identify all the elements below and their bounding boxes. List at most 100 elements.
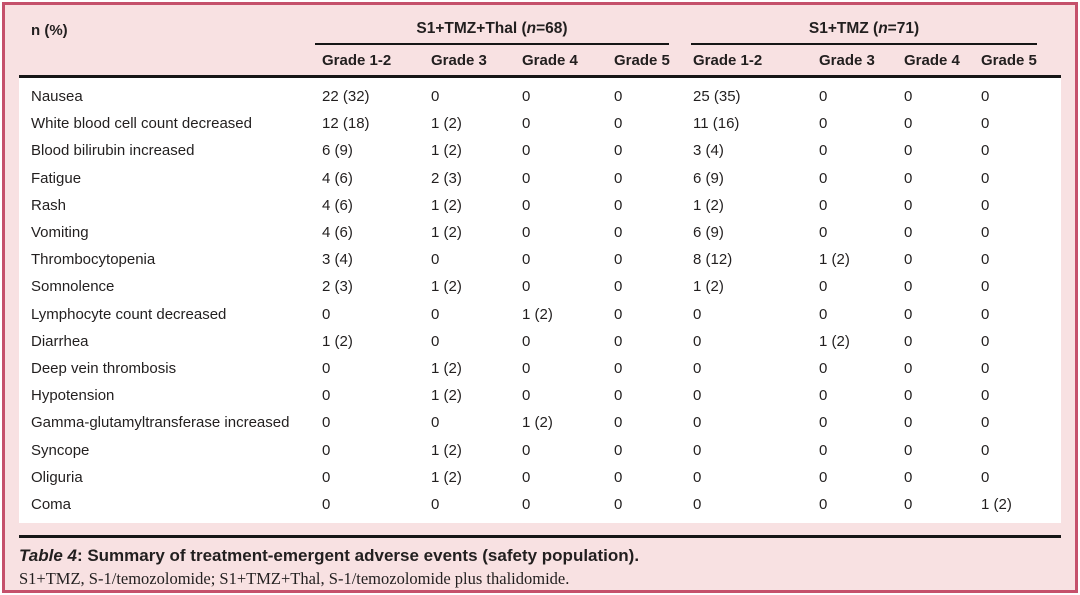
cell-value: 0 [322, 468, 331, 486]
cell-value: 0 [614, 169, 623, 187]
cell-value: 0 [904, 495, 913, 513]
table-row: White blood cell count decreased 12 (18) 1… [19, 110, 1061, 137]
table-row: Blood bilirubin increased 6 (9) 1 (2) 0 0 3 (… [19, 137, 1061, 164]
cell-value: 0 [693, 414, 702, 432]
caption-title-text: : Summary of treatment-emergent adverse … [76, 546, 640, 565]
cell-value: 0 [614, 495, 623, 513]
cell-value: 1 (2) [522, 305, 553, 323]
cell-value: 4 (6) [322, 224, 353, 242]
row-label: Nausea [31, 88, 83, 106]
cell-value: 0 [981, 115, 990, 133]
cell-value: 0 [981, 441, 990, 459]
cell-value: 0 [904, 414, 913, 432]
cell-value: 0 [904, 224, 913, 242]
grade-header: Grade 4 [522, 51, 578, 69]
cell-value: 0 [904, 441, 913, 459]
group-label-suffix: =68) [536, 20, 568, 37]
cell-value: 0 [904, 305, 913, 323]
cell-value: 0 [693, 387, 702, 405]
table-row: Rash 4 (6) 1 (2) 0 0 1 (2) 0 0 0 [19, 192, 1061, 219]
cell-value: 0 [522, 115, 531, 133]
cell-value: 0 [322, 414, 331, 432]
cell-value: 0 [904, 196, 913, 214]
grade-header: Grade 4 [904, 51, 960, 69]
table-row: Vomiting 4 (6) 1 (2) 0 0 6 (9) 0 0 0 [19, 219, 1061, 246]
table-row: Oliguria 0 1 (2) 0 0 0 0 0 0 [19, 464, 1061, 491]
cell-value: 0 [981, 414, 990, 432]
cell-value: 0 [819, 414, 828, 432]
table-row: Somnolence 2 (3) 1 (2) 0 0 1 (2) 0 0 0 [19, 273, 1061, 300]
table-row: Syncope 0 1 (2) 0 0 0 0 0 0 [19, 436, 1061, 463]
table-row: Diarrhea 1 (2) 0 0 0 0 1 (2) 0 0 [19, 328, 1061, 355]
cell-value: 0 [904, 468, 913, 486]
row-label: Diarrhea [31, 332, 89, 350]
cell-value: 3 (4) [693, 142, 724, 160]
cell-value: 0 [819, 169, 828, 187]
cell-value: 0 [522, 169, 531, 187]
cell-value: 1 (2) [693, 196, 724, 214]
cell-value: 2 (3) [322, 278, 353, 296]
cell-value: 0 [904, 387, 913, 405]
cell-value: 0 [614, 332, 623, 350]
cell-value: 0 [431, 332, 440, 350]
cell-value: 0 [819, 278, 828, 296]
cell-value: 0 [522, 468, 531, 486]
cell-value: 0 [322, 495, 331, 513]
cell-value: 0 [693, 332, 702, 350]
row-label: Blood bilirubin increased [31, 142, 195, 160]
cell-value: 0 [522, 142, 531, 160]
cell-value: 0 [904, 332, 913, 350]
cell-value: 1 (2) [981, 495, 1012, 513]
row-label: Coma [31, 495, 72, 513]
cell-value: 0 [614, 251, 623, 269]
cell-value: 0 [819, 305, 828, 323]
cell-value: 0 [981, 387, 990, 405]
row-label: Thrombocytopenia [31, 251, 156, 269]
cell-value: 0 [819, 115, 828, 133]
cell-value: 12 (18) [322, 115, 370, 133]
cell-value: 0 [904, 278, 913, 296]
group-label-prefix: S1+TMZ+Thal ( [416, 20, 527, 37]
cell-value: 0 [981, 359, 990, 377]
row-label: Syncope [31, 441, 90, 459]
cell-value: 0 [614, 468, 623, 486]
cell-value: 0 [614, 414, 623, 432]
cell-value: 0 [522, 278, 531, 296]
cell-value: 0 [522, 224, 531, 242]
table-header: n (%) S1+TMZ+Thal (n =68) S1+TMZ (n =71) G… [19, 5, 1061, 75]
cell-value: 22 (32) [322, 88, 370, 106]
cell-value: 0 [614, 115, 623, 133]
cell-value: 0 [431, 414, 440, 432]
cell-value: 0 [904, 142, 913, 160]
grade-header: Grade 3 [819, 51, 875, 69]
cell-value: 1 (2) [431, 441, 462, 459]
cell-value: 2 (3) [431, 169, 462, 187]
cell-value: 3 (4) [322, 251, 353, 269]
cell-value: 1 (2) [431, 359, 462, 377]
table-row: Fatigue 4 (6) 2 (3) 0 0 6 (9) 0 0 0 [19, 165, 1061, 192]
grade-header: Grade 1-2 [322, 51, 392, 69]
table-row: Thrombocytopenia 3 (4) 0 0 0 8 (12) 1 (2) 0 0 [19, 246, 1061, 273]
cell-value: 4 (6) [322, 169, 353, 187]
table-row: Gamma-glutamyltransferase increased 0 0 1 (… [19, 409, 1061, 436]
cell-value: 0 [522, 441, 531, 459]
cell-value: 0 [522, 359, 531, 377]
caption-table-number: Table 4 [19, 546, 77, 565]
cell-value: 0 [522, 332, 531, 350]
cell-value: 0 [522, 88, 531, 106]
cell-value: 0 [819, 387, 828, 405]
row-label: Oliguria [31, 468, 83, 486]
cell-value: 0 [614, 224, 623, 242]
cell-value: 0 [819, 88, 828, 106]
cell-value: 0 [904, 115, 913, 133]
cell-value: 0 [904, 359, 913, 377]
cell-value: 0 [981, 224, 990, 242]
header-spacer [19, 45, 320, 75]
cell-value: 0 [981, 305, 990, 323]
cell-value: 0 [693, 305, 702, 323]
cell-value: 0 [904, 88, 913, 106]
cell-value: 0 [981, 468, 990, 486]
cell-value: 6 (9) [322, 142, 353, 160]
cell-value: 4 (6) [322, 196, 353, 214]
